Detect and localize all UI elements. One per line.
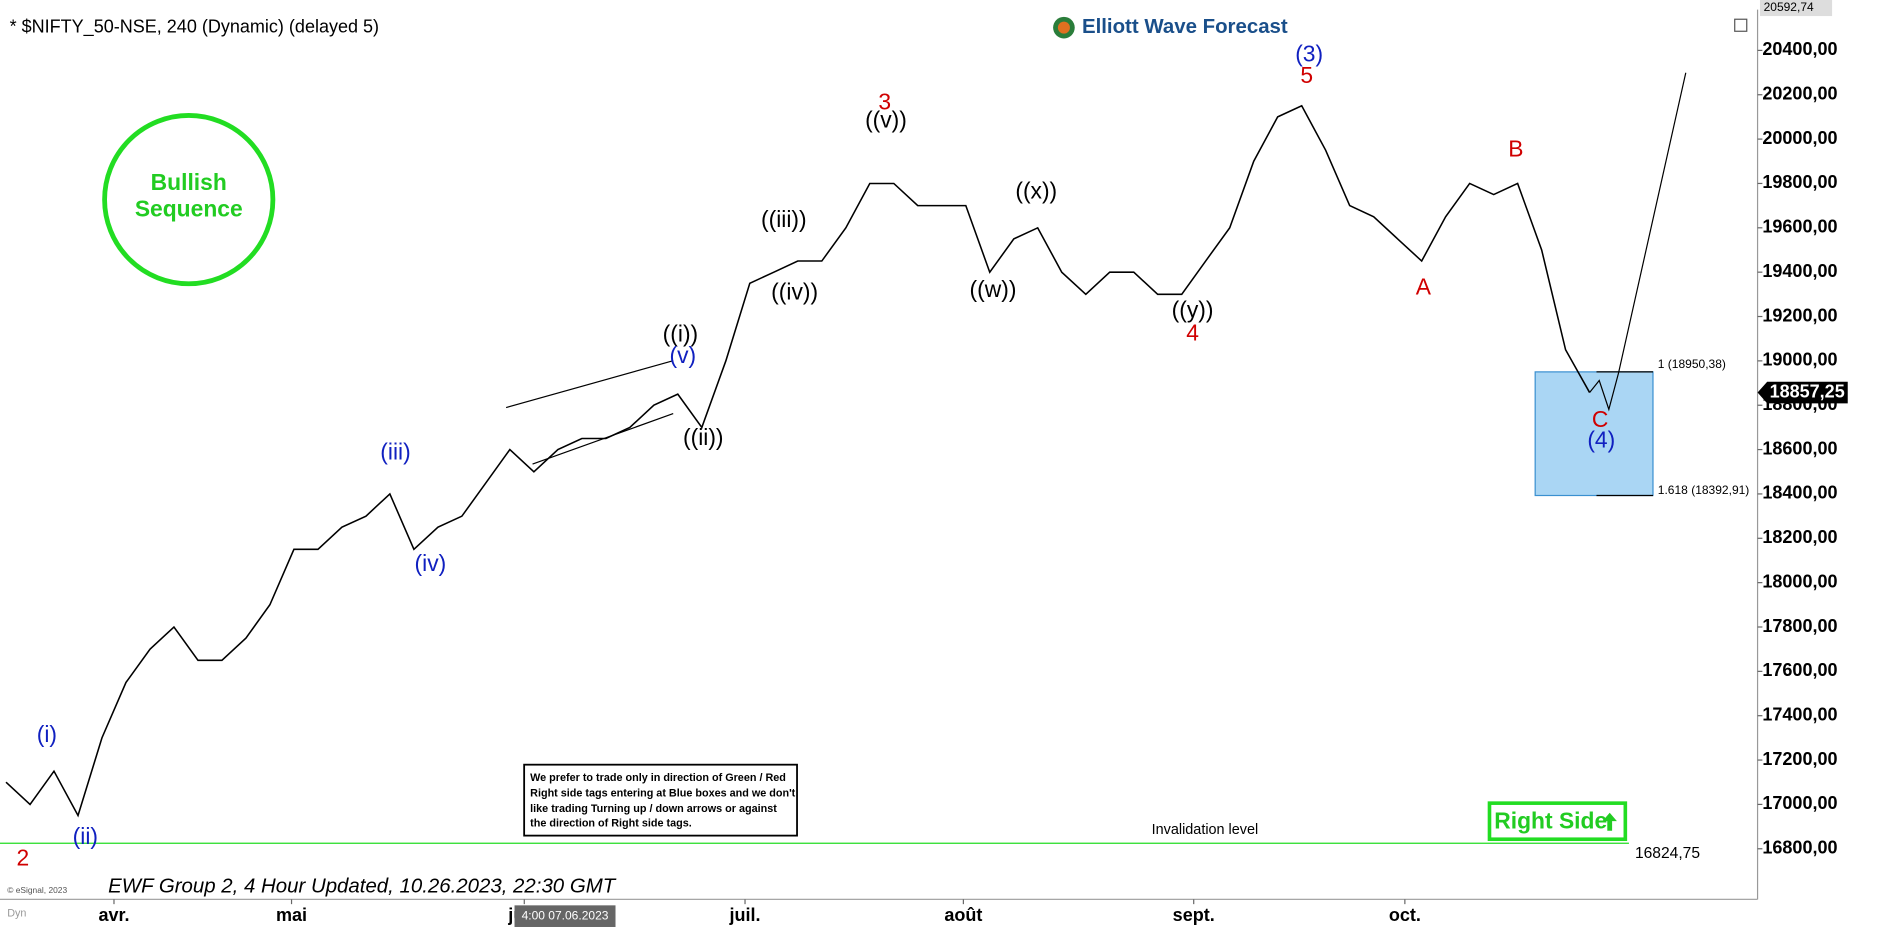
crosshair-label: 4:00 07.06.2023 bbox=[522, 908, 609, 922]
projection bbox=[1589, 72, 1687, 412]
y-tick-label: 19800,00 bbox=[1762, 172, 1837, 192]
fib-label: 1 (18950,38) bbox=[1658, 357, 1726, 371]
badge-circle bbox=[102, 113, 276, 287]
badge-text: Bullish bbox=[151, 169, 227, 195]
y-tick-label: 17000,00 bbox=[1762, 793, 1837, 813]
x-tick-label: mai bbox=[276, 905, 307, 925]
x-tick-label: août bbox=[944, 905, 982, 925]
top-price-label: 20592,74 bbox=[1764, 0, 1814, 14]
badge-text: Sequence bbox=[135, 195, 243, 221]
wave-label: ((w)) bbox=[970, 276, 1017, 302]
top-price-box bbox=[1759, 0, 1833, 17]
window-icon[interactable] bbox=[1734, 18, 1748, 32]
y-tick-label: 18400,00 bbox=[1762, 483, 1837, 503]
badge: Bullish Sequence bbox=[102, 113, 276, 287]
last-price-box bbox=[1757, 381, 1848, 404]
y-tick-label: 16800,00 bbox=[1762, 838, 1837, 858]
y-tick-label: 18200,00 bbox=[1762, 527, 1837, 547]
disclaimer-text: the direction of Right side tags. bbox=[530, 817, 692, 829]
wave-label: (iv) bbox=[415, 550, 447, 576]
wave-label: (4) bbox=[1587, 426, 1615, 452]
y-tick-label: 18600,00 bbox=[1762, 438, 1837, 458]
fib-label: 1.618 (18392,91) bbox=[1658, 483, 1750, 497]
y-tick-label: 17800,00 bbox=[1762, 616, 1837, 636]
wave-label: (v) bbox=[670, 342, 697, 368]
wave-label: ((i)) bbox=[663, 320, 698, 346]
wave-label: A bbox=[1416, 274, 1432, 300]
y-tick-label: 20000,00 bbox=[1762, 128, 1837, 148]
wave-label: ((iii)) bbox=[761, 206, 807, 232]
crosshair-box bbox=[514, 905, 616, 927]
wedge-line bbox=[505, 360, 674, 409]
y-tick-label: 19600,00 bbox=[1762, 217, 1837, 237]
disclaimer: We prefer to trade only in direction of … bbox=[523, 763, 798, 837]
price-line bbox=[5, 104, 1591, 818]
wave-label: 5 bbox=[1300, 62, 1313, 88]
dyn-label: Dyn bbox=[7, 908, 26, 920]
wave-label: (i) bbox=[37, 721, 57, 747]
y-tick-label: 17600,00 bbox=[1762, 660, 1837, 680]
y-tick-label: 17200,00 bbox=[1762, 749, 1837, 769]
disclaimer-text: Right side tags entering at Blue boxes a… bbox=[530, 787, 795, 799]
right-side-text: Right Side bbox=[1494, 807, 1607, 833]
logo-icon-inner bbox=[1057, 21, 1070, 34]
wave-label: B bbox=[1508, 135, 1523, 161]
wave-label: (ii) bbox=[73, 823, 98, 849]
disclaimer-box bbox=[523, 763, 798, 837]
annotations: 2 (i) (ii) (iii) (iv) ((i)) (v) ((ii)) (… bbox=[16, 40, 1615, 870]
wave-label: ((iv)) bbox=[771, 278, 818, 304]
right-side-arrow bbox=[1602, 812, 1617, 831]
y-tick-label: 20200,00 bbox=[1762, 84, 1837, 104]
disclaimer-text: We prefer to trade only in direction of … bbox=[530, 772, 786, 784]
chart-title: * $NIFTY_50-NSE, 240 (Dynamic) (delayed … bbox=[10, 16, 379, 37]
y-tick-label: 19200,00 bbox=[1762, 305, 1837, 325]
footer: EWF Group 2, 4 Hour Updated, 10.26.2023,… bbox=[108, 876, 617, 898]
wave-label: ((ii)) bbox=[683, 424, 724, 450]
y-tick-label: 19400,00 bbox=[1762, 261, 1837, 281]
wave-label: (3) bbox=[1295, 40, 1323, 66]
logo-text: Elliott Wave Forecast bbox=[1082, 16, 1288, 38]
wave-label: ((v)) bbox=[865, 106, 907, 132]
x-tick-label: avr. bbox=[98, 905, 129, 925]
wave-label: 2 bbox=[16, 845, 29, 871]
y-tick-label: 19000,00 bbox=[1762, 350, 1837, 370]
disclaimer-text: like trading Turning up / down arrows or… bbox=[530, 803, 777, 815]
invalidation-text: Invalidation level bbox=[1152, 822, 1259, 838]
y-tick-label: 18000,00 bbox=[1762, 571, 1837, 591]
wave-label: C bbox=[1592, 406, 1608, 432]
target-box bbox=[1534, 371, 1654, 497]
x-tick-label: juil. bbox=[729, 905, 761, 925]
wave-label: ((y)) bbox=[1172, 296, 1214, 322]
copyright: © eSignal, 2023 bbox=[7, 885, 67, 895]
x-tick-label: oct. bbox=[1389, 905, 1421, 925]
logo: Elliott Wave Forecast bbox=[1053, 16, 1288, 39]
wave-label: (iii) bbox=[380, 438, 410, 464]
last-price-label: 18857,25 bbox=[1770, 381, 1845, 401]
invalidation-label: 16824,75 bbox=[1635, 845, 1700, 862]
right-side-tag: Right Side bbox=[1487, 801, 1628, 842]
x-tick-label: sept. bbox=[1173, 905, 1215, 925]
wave-label: 3 bbox=[878, 88, 891, 114]
y-tick-label: 17400,00 bbox=[1762, 704, 1837, 724]
wave-label: 4 bbox=[1186, 319, 1199, 345]
y-tick-label: 20400,00 bbox=[1762, 39, 1837, 59]
wave-label: ((x)) bbox=[1015, 177, 1057, 203]
